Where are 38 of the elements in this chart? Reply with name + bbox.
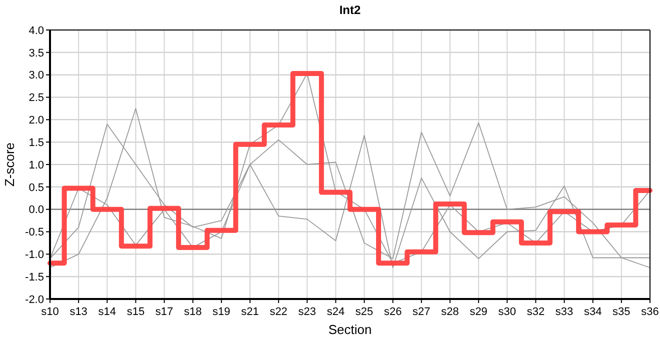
- y-tick-label: 0.5: [28, 182, 44, 194]
- x-tick-label: s19: [212, 306, 230, 318]
- y-tick-label: 0.0: [28, 204, 44, 216]
- x-tick-label: s22: [270, 306, 288, 318]
- x-tick-label: s32: [526, 306, 545, 318]
- x-tick-label: s14: [98, 306, 116, 318]
- x-tick-label: s26: [384, 306, 402, 318]
- y-tick-label: 2.0: [28, 114, 44, 127]
- y-axis-title: Z-score: [2, 142, 17, 187]
- x-tick-label: s28: [441, 306, 459, 318]
- x-tick-label: s33: [555, 306, 574, 318]
- x-tick-label: s36: [641, 306, 659, 318]
- chart-title: Int2: [339, 3, 361, 17]
- y-tick-label: -1.5: [25, 271, 44, 284]
- y-tick-label: 2.5: [28, 92, 44, 104]
- x-axis-title: Section: [328, 322, 372, 337]
- x-tick-label: s10: [41, 306, 59, 318]
- y-tick-label: 3.5: [28, 47, 44, 60]
- x-tick-label: s21: [241, 306, 259, 318]
- x-tick-label: s13: [70, 306, 88, 318]
- y-tick-label: -2.0: [25, 294, 44, 306]
- x-tick-label: s15: [126, 306, 145, 318]
- x-tick-label: s23: [298, 306, 316, 318]
- y-tick-label: 1.5: [28, 136, 44, 149]
- y-tick-label: -1.0: [25, 249, 44, 262]
- x-tick-label: s18: [184, 306, 202, 318]
- x-tick-label: s34: [584, 306, 602, 318]
- y-tick-label: 3.0: [28, 70, 44, 82]
- y-tick-label: -0.5: [25, 226, 44, 239]
- x-tick-label: s35: [612, 306, 630, 318]
- x-tick-label: s29: [470, 306, 488, 318]
- x-tick-label: s17: [155, 306, 174, 318]
- y-tick-label: 4.0: [28, 24, 44, 37]
- x-tick-label: s30: [498, 306, 516, 318]
- x-tick-label: s27: [412, 306, 430, 318]
- y-tick-label: 1.0: [28, 159, 44, 172]
- x-tick-label: s25: [355, 306, 374, 318]
- x-tick-label: s24: [326, 306, 345, 318]
